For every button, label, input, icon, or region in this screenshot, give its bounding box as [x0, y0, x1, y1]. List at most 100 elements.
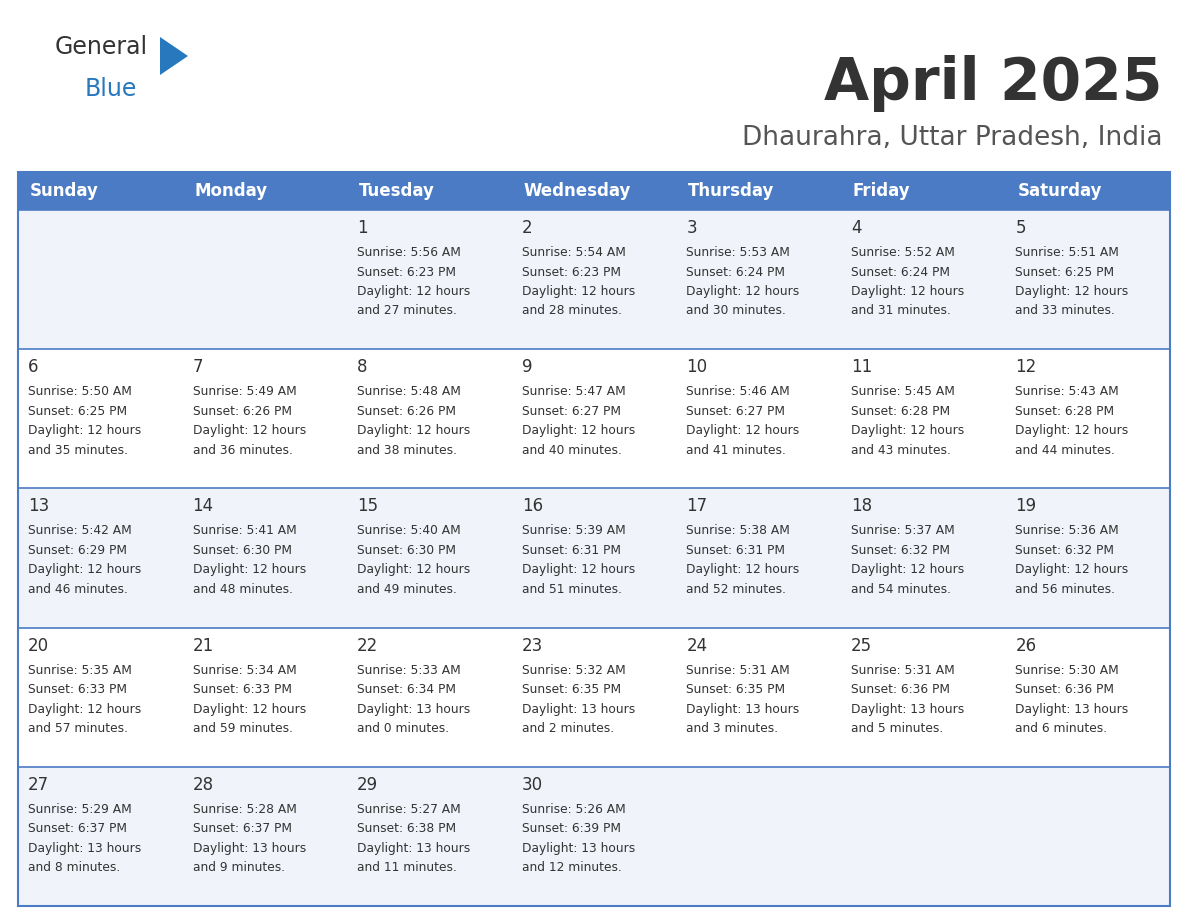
Text: Daylight: 12 hours: Daylight: 12 hours	[358, 424, 470, 437]
Text: Daylight: 12 hours: Daylight: 12 hours	[851, 285, 965, 298]
Text: Blue: Blue	[86, 77, 138, 101]
Text: Daylight: 13 hours: Daylight: 13 hours	[851, 702, 965, 716]
Text: and 41 minutes.: and 41 minutes.	[687, 443, 786, 456]
Text: and 36 minutes.: and 36 minutes.	[192, 443, 292, 456]
Text: Sunrise: 5:53 AM: Sunrise: 5:53 AM	[687, 246, 790, 259]
Text: Sunset: 6:30 PM: Sunset: 6:30 PM	[358, 543, 456, 557]
Text: 10: 10	[687, 358, 707, 376]
Text: Sunset: 6:37 PM: Sunset: 6:37 PM	[29, 823, 127, 835]
Text: 18: 18	[851, 498, 872, 515]
Text: Sunset: 6:23 PM: Sunset: 6:23 PM	[522, 265, 620, 278]
Text: and 31 minutes.: and 31 minutes.	[851, 305, 950, 318]
Text: Sunset: 6:28 PM: Sunset: 6:28 PM	[1016, 405, 1114, 418]
Text: Friday: Friday	[853, 182, 910, 200]
Text: and 46 minutes.: and 46 minutes.	[29, 583, 128, 596]
Text: Daylight: 12 hours: Daylight: 12 hours	[192, 702, 305, 716]
Text: 7: 7	[192, 358, 203, 376]
Text: 9: 9	[522, 358, 532, 376]
Text: Daylight: 13 hours: Daylight: 13 hours	[192, 842, 305, 855]
Text: Sunset: 6:35 PM: Sunset: 6:35 PM	[522, 683, 621, 696]
Text: 22: 22	[358, 636, 379, 655]
Bar	[18, 628, 1170, 767]
Text: Sunset: 6:32 PM: Sunset: 6:32 PM	[851, 543, 950, 557]
Text: and 9 minutes.: and 9 minutes.	[192, 861, 285, 874]
Text: Daylight: 12 hours: Daylight: 12 hours	[192, 564, 305, 577]
Text: 17: 17	[687, 498, 707, 515]
Text: Sunset: 6:29 PM: Sunset: 6:29 PM	[29, 543, 127, 557]
Text: Sunset: 6:27 PM: Sunset: 6:27 PM	[522, 405, 620, 418]
Text: and 38 minutes.: and 38 minutes.	[358, 443, 457, 456]
Text: Daylight: 13 hours: Daylight: 13 hours	[1016, 702, 1129, 716]
Text: Sunset: 6:32 PM: Sunset: 6:32 PM	[1016, 543, 1114, 557]
Text: Sunset: 6:25 PM: Sunset: 6:25 PM	[29, 405, 127, 418]
Text: April 2025: April 2025	[824, 55, 1163, 112]
Text: 21: 21	[192, 636, 214, 655]
Text: 26: 26	[1016, 636, 1037, 655]
Text: Monday: Monday	[195, 182, 267, 200]
Text: Sunrise: 5:28 AM: Sunrise: 5:28 AM	[192, 803, 297, 816]
Text: Sunday: Sunday	[30, 182, 99, 200]
Text: Daylight: 12 hours: Daylight: 12 hours	[851, 564, 965, 577]
Bar	[18, 488, 1170, 628]
Text: Sunset: 6:33 PM: Sunset: 6:33 PM	[29, 683, 127, 696]
Text: Sunset: 6:34 PM: Sunset: 6:34 PM	[358, 683, 456, 696]
Text: 12: 12	[1016, 358, 1037, 376]
Text: Sunrise: 5:46 AM: Sunrise: 5:46 AM	[687, 386, 790, 398]
Text: Sunrise: 5:41 AM: Sunrise: 5:41 AM	[192, 524, 296, 537]
Text: Sunset: 6:24 PM: Sunset: 6:24 PM	[687, 265, 785, 278]
Text: Sunset: 6:35 PM: Sunset: 6:35 PM	[687, 683, 785, 696]
Text: Daylight: 12 hours: Daylight: 12 hours	[358, 285, 470, 298]
Text: Sunset: 6:36 PM: Sunset: 6:36 PM	[851, 683, 950, 696]
Bar	[18, 172, 1170, 210]
Text: and 48 minutes.: and 48 minutes.	[192, 583, 292, 596]
Text: Daylight: 12 hours: Daylight: 12 hours	[522, 424, 634, 437]
Text: Daylight: 12 hours: Daylight: 12 hours	[1016, 285, 1129, 298]
Text: Sunset: 6:38 PM: Sunset: 6:38 PM	[358, 823, 456, 835]
Text: and 8 minutes.: and 8 minutes.	[29, 861, 120, 874]
Text: Tuesday: Tuesday	[359, 182, 435, 200]
Text: 5: 5	[1016, 219, 1026, 237]
Text: Daylight: 12 hours: Daylight: 12 hours	[358, 564, 470, 577]
Bar	[18, 210, 1170, 349]
Text: Sunrise: 5:56 AM: Sunrise: 5:56 AM	[358, 246, 461, 259]
Text: Sunrise: 5:37 AM: Sunrise: 5:37 AM	[851, 524, 955, 537]
Text: 30: 30	[522, 776, 543, 794]
Text: and 40 minutes.: and 40 minutes.	[522, 443, 621, 456]
Text: Sunset: 6:31 PM: Sunset: 6:31 PM	[687, 543, 785, 557]
Text: Sunset: 6:24 PM: Sunset: 6:24 PM	[851, 265, 950, 278]
Text: Sunset: 6:28 PM: Sunset: 6:28 PM	[851, 405, 950, 418]
Text: Sunset: 6:37 PM: Sunset: 6:37 PM	[192, 823, 291, 835]
Text: and 28 minutes.: and 28 minutes.	[522, 305, 621, 318]
Text: 25: 25	[851, 636, 872, 655]
Text: and 2 minutes.: and 2 minutes.	[522, 722, 614, 735]
Text: Sunset: 6:26 PM: Sunset: 6:26 PM	[192, 405, 291, 418]
Text: and 11 minutes.: and 11 minutes.	[358, 861, 457, 874]
Text: 3: 3	[687, 219, 697, 237]
Text: and 59 minutes.: and 59 minutes.	[192, 722, 292, 735]
Text: and 12 minutes.: and 12 minutes.	[522, 861, 621, 874]
Text: Sunrise: 5:52 AM: Sunrise: 5:52 AM	[851, 246, 955, 259]
Text: Sunrise: 5:42 AM: Sunrise: 5:42 AM	[29, 524, 132, 537]
Text: 28: 28	[192, 776, 214, 794]
Text: Sunrise: 5:29 AM: Sunrise: 5:29 AM	[29, 803, 132, 816]
Text: Saturday: Saturday	[1017, 182, 1102, 200]
Text: and 5 minutes.: and 5 minutes.	[851, 722, 943, 735]
Text: Daylight: 12 hours: Daylight: 12 hours	[29, 702, 141, 716]
Text: and 57 minutes.: and 57 minutes.	[29, 722, 128, 735]
Text: Daylight: 12 hours: Daylight: 12 hours	[687, 285, 800, 298]
Text: and 0 minutes.: and 0 minutes.	[358, 722, 449, 735]
Text: Daylight: 12 hours: Daylight: 12 hours	[687, 424, 800, 437]
Text: Sunrise: 5:40 AM: Sunrise: 5:40 AM	[358, 524, 461, 537]
Text: Daylight: 12 hours: Daylight: 12 hours	[1016, 424, 1129, 437]
Text: and 49 minutes.: and 49 minutes.	[358, 583, 457, 596]
Text: Sunrise: 5:30 AM: Sunrise: 5:30 AM	[1016, 664, 1119, 677]
Text: Sunrise: 5:31 AM: Sunrise: 5:31 AM	[687, 664, 790, 677]
Text: 16: 16	[522, 498, 543, 515]
Text: Sunrise: 5:49 AM: Sunrise: 5:49 AM	[192, 386, 296, 398]
Text: Sunset: 6:25 PM: Sunset: 6:25 PM	[1016, 265, 1114, 278]
Bar	[18, 172, 1170, 906]
Text: Sunrise: 5:51 AM: Sunrise: 5:51 AM	[1016, 246, 1119, 259]
Text: Daylight: 12 hours: Daylight: 12 hours	[522, 564, 634, 577]
Text: Daylight: 13 hours: Daylight: 13 hours	[29, 842, 141, 855]
Text: Thursday: Thursday	[688, 182, 775, 200]
